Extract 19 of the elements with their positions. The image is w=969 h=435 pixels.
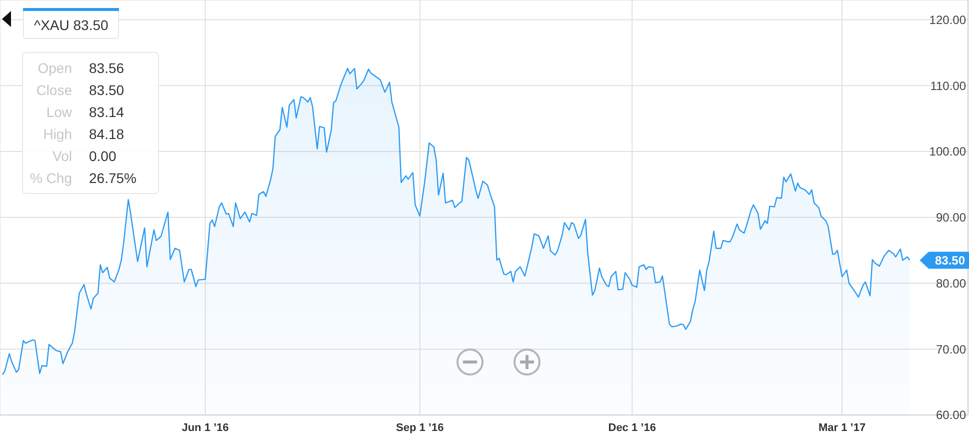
y-tick-label: 80.00 [936,276,966,290]
x-tick-label: Dec 1 ’16 [608,422,656,434]
y-tick-label: 100.00 [929,144,966,159]
y-tick-label: 110.00 [930,78,966,93]
y-tick-label: 120.00 [929,12,966,27]
text: Vol 0.00 [52,148,116,164]
text: Close 83.50 [36,82,124,98]
text: Open 83.56 [38,60,124,76]
text: Low 83.14 [46,104,124,120]
annotation: 83.50 [934,253,966,268]
x-tick-label: Mar 1 ’17 [818,422,866,434]
x-tick-label: Sep 1 ’16 [396,422,444,434]
text: High 84.18 [43,126,124,142]
y-tick-label: 70.00 [936,342,966,356]
legend-label: ^XAU 83.50 [23,11,119,39]
y-tick-label: 90.00 [936,210,966,225]
x-tick-label: Jun 1 ’16 [182,422,229,434]
y-tick-label: 60.00 [936,408,966,422]
text: % Chg 26.75% [30,170,136,186]
